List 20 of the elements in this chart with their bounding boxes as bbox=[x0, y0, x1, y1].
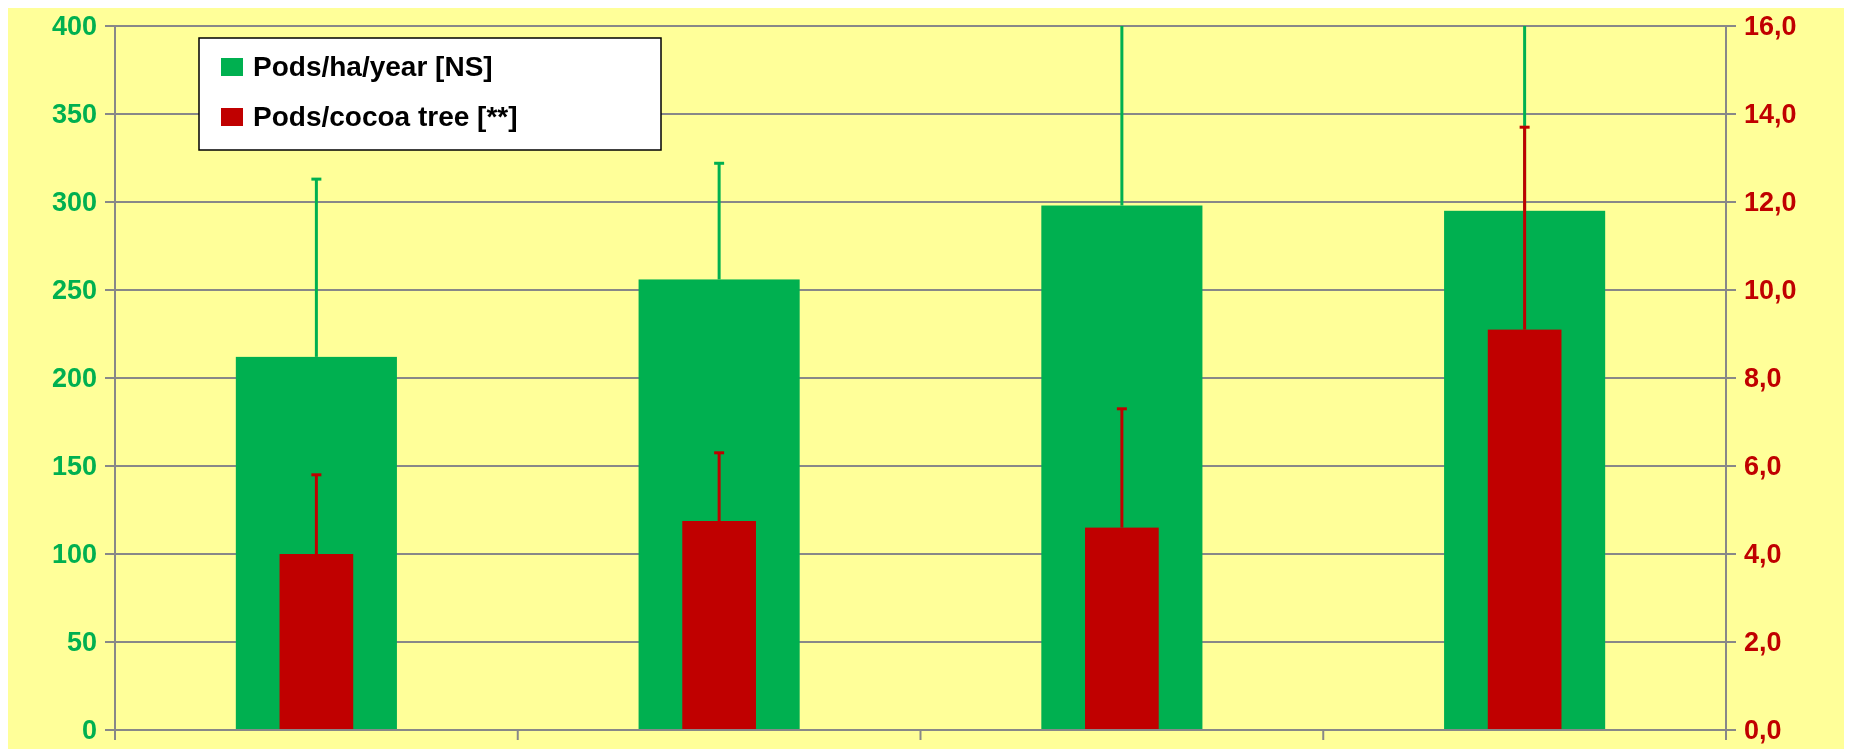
y-tick-label: 150 bbox=[51, 451, 97, 482]
legend-label: Pods/ha/year [NS] bbox=[253, 51, 493, 82]
y-tick-label: 200 bbox=[51, 363, 97, 394]
y-tick-label: 300 bbox=[51, 187, 97, 218]
y-tick-label: 400 bbox=[51, 11, 97, 42]
y-tick-label: 100 bbox=[51, 539, 97, 570]
y2-tick-label: 6,0 bbox=[1744, 451, 1782, 482]
y2-tick-label: 16,0 bbox=[1744, 11, 1797, 42]
y-tick-label: 350 bbox=[51, 99, 97, 130]
y2-tick-label: 14,0 bbox=[1744, 99, 1797, 130]
y-tick-label: 0 bbox=[81, 715, 97, 746]
y2-tick-label: 10,0 bbox=[1744, 275, 1797, 306]
legend-label: Pods/cocoa tree [**] bbox=[253, 101, 518, 132]
y-tick-label: 250 bbox=[51, 275, 97, 306]
y2-tick-label: 12,0 bbox=[1744, 187, 1797, 218]
y-tick-label: 50 bbox=[66, 627, 97, 658]
y2-tick-label: 4,0 bbox=[1744, 539, 1782, 570]
y2-tick-label: 0,0 bbox=[1744, 715, 1782, 746]
y2-tick-label: 2,0 bbox=[1744, 627, 1782, 658]
y2-tick-label: 8,0 bbox=[1744, 363, 1782, 394]
